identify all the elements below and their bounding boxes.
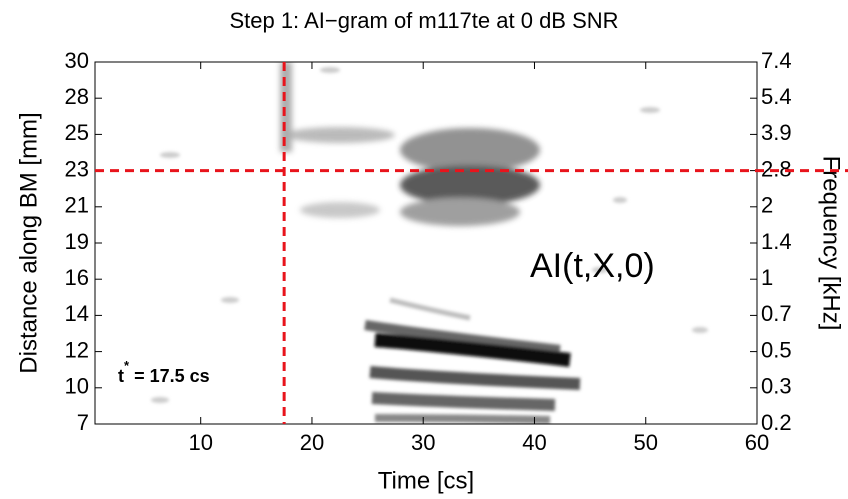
- x-tick-label: 60: [745, 430, 769, 455]
- x-tick-label: 30: [411, 430, 435, 455]
- annotation: AI(t,X,0): [530, 247, 655, 285]
- y-tick-label: 21: [65, 193, 89, 218]
- y-axis-label: Distance along BM [mm]: [15, 112, 42, 373]
- y-tick-label: 16: [65, 265, 89, 290]
- y-tick-label: 7: [77, 410, 89, 435]
- y2-tick-label: 3.9: [761, 120, 792, 145]
- y-tick-label: 19: [65, 229, 89, 254]
- y2-tick-label: 5.4: [761, 84, 792, 109]
- y-tick-label: 14: [65, 301, 89, 326]
- y2-tick-label: 7.4: [761, 48, 792, 73]
- x-tick-label: 10: [188, 430, 212, 455]
- y-tick-label: 10: [65, 374, 89, 399]
- annotation: t* = 17.5 cs: [118, 358, 210, 385]
- y2-tick-label: 2: [761, 193, 773, 218]
- y2-tick-label: 1: [761, 265, 773, 290]
- x-tick-label: 40: [522, 430, 546, 455]
- y-tick-label: 28: [65, 84, 89, 109]
- x-tick-label: 20: [300, 430, 324, 455]
- x-axis-label: Time [cs]: [378, 467, 474, 494]
- y2-axis-label: Frequency [kHz]: [818, 156, 845, 331]
- annotation-superscript: *: [124, 358, 130, 373]
- y2-tick-label: 0.7: [761, 301, 792, 326]
- y2-tick-label: 0.3: [761, 374, 792, 399]
- annotation-base: t: [118, 366, 124, 386]
- x-tick-label: 50: [633, 430, 657, 455]
- y2-tick-label: 0.5: [761, 337, 792, 362]
- y-tick-label: 23: [65, 156, 89, 181]
- y-tick-label: 30: [65, 48, 89, 73]
- chart-title: Step 1: AI−gram of m117te at 0 dB SNR: [229, 8, 618, 33]
- y2-tick-label: 1.4: [761, 229, 792, 254]
- y2-tick-label: 0.2: [761, 410, 792, 435]
- y2-tick-label: 2.8: [761, 156, 792, 181]
- annotation-suffix: = 17.5 cs: [129, 366, 210, 386]
- y-tick-label: 12: [65, 337, 89, 362]
- y-tick-label: 25: [65, 120, 89, 145]
